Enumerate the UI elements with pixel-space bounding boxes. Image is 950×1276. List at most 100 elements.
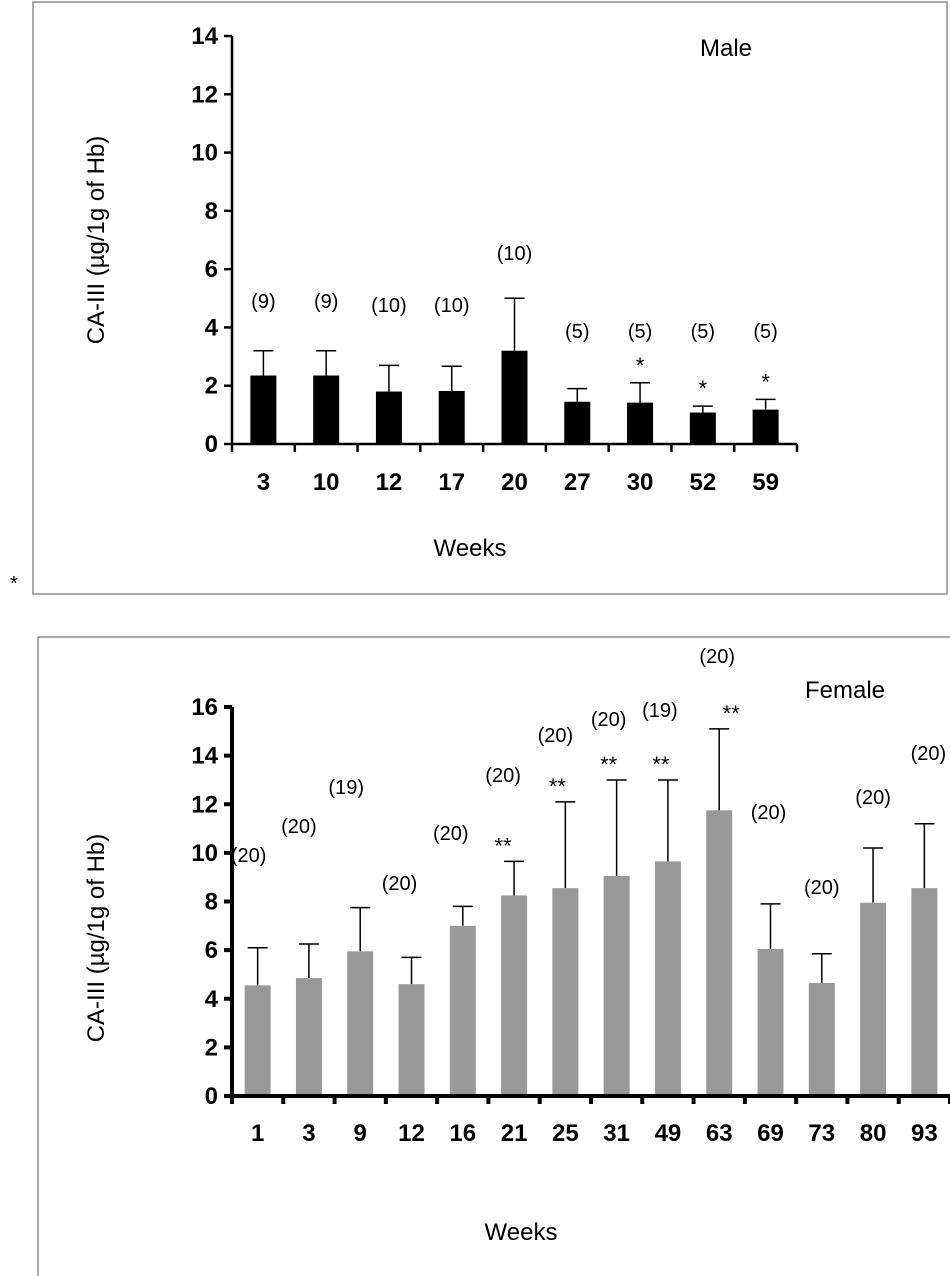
bar-3 — [250, 375, 277, 444]
significance-marker: * — [699, 376, 708, 401]
bar-9 — [347, 951, 374, 1096]
significance-marker: ** — [652, 752, 670, 777]
significance-marker: ** — [495, 833, 513, 858]
stray-asterisk: * — [10, 573, 18, 595]
y-axis-title: CA-III (µg/1g of Hb) — [83, 136, 110, 345]
sample-size-label: (20) — [433, 823, 469, 845]
female-panel-frame — [37, 636, 950, 1276]
sample-size-label: (20) — [804, 877, 840, 899]
sample-size-label: (10) — [434, 295, 470, 317]
x-tick-label: 93 — [911, 1120, 938, 1147]
y-tick-label: 4 — [205, 314, 219, 341]
x-tick-label: 30 — [627, 469, 654, 496]
significance-marker: * — [761, 369, 770, 394]
sample-size-label: (20) — [591, 709, 627, 731]
male-panel-frame — [32, 1, 948, 595]
x-tick-label: 49 — [655, 1120, 682, 1147]
bar-30 — [627, 402, 654, 444]
sample-size-label: (9) — [251, 291, 275, 313]
bar-80 — [860, 902, 887, 1096]
y-tick-label: 6 — [205, 256, 218, 283]
x-tick-label: 27 — [564, 469, 591, 496]
bar-52 — [689, 412, 716, 444]
x-tick-label: 12 — [376, 469, 403, 496]
sample-size-label: (20) — [911, 743, 947, 765]
x-tick-label: 73 — [808, 1120, 835, 1147]
bar-20 — [501, 350, 528, 444]
bar-12 — [375, 391, 402, 444]
x-tick-label: 3 — [302, 1120, 315, 1147]
bar-21 — [501, 895, 528, 1096]
y-tick-label: 0 — [205, 1083, 218, 1110]
x-tick-label: 69 — [757, 1120, 784, 1147]
y-tick-label: 8 — [205, 198, 218, 225]
bar-1 — [244, 985, 271, 1096]
bar-63 — [706, 810, 733, 1096]
y-tick-label: 10 — [191, 840, 218, 867]
y-tick-label: 10 — [191, 140, 218, 167]
y-axis-title: CA-III (µg/1g of Hb) — [83, 834, 110, 1043]
x-tick-label: 16 — [449, 1120, 476, 1147]
bar-31 — [603, 875, 630, 1096]
sample-size-label: (20) — [699, 646, 735, 668]
bar-25 — [552, 888, 579, 1096]
bar-27 — [564, 401, 591, 444]
y-tick-label: 14 — [191, 23, 218, 50]
y-tick-label: 2 — [205, 373, 218, 400]
x-tick-label: 3 — [257, 469, 270, 496]
bar-49 — [654, 861, 681, 1096]
x-tick-label: 31 — [603, 1120, 630, 1147]
sample-size-label: (20) — [281, 816, 317, 838]
significance-marker: ** — [549, 774, 567, 799]
bar-69 — [757, 948, 784, 1096]
sample-size-label: (19) — [642, 700, 678, 722]
x-tick-label: 52 — [689, 469, 716, 496]
bar-12 — [398, 984, 425, 1096]
y-tick-label: 12 — [191, 791, 218, 818]
sample-size-label: (5) — [691, 321, 715, 343]
y-tick-label: 6 — [205, 937, 218, 964]
bar-17 — [438, 390, 465, 444]
male-chart: 0 2 4 6 8 10 12 14 3 (9) 10 (9) 12 (10) 17 (10) 20 (10) 27… — [83, 23, 799, 562]
sample-size-label: (20) — [751, 802, 787, 824]
bar-59 — [752, 409, 779, 444]
legend-label: Female — [805, 677, 885, 704]
x-tick-label: 20 — [501, 469, 528, 496]
sample-size-label: (20) — [538, 725, 574, 747]
y-tick-label: 2 — [205, 1034, 218, 1061]
sample-size-label: (10) — [371, 295, 407, 317]
y-tick-label: 16 — [191, 694, 218, 721]
y-tick-label: 12 — [191, 81, 218, 108]
y-tick-label: 14 — [191, 743, 218, 770]
sample-size-label: (10) — [497, 243, 533, 265]
bar-73 — [808, 982, 835, 1096]
x-tick-label: 9 — [354, 1120, 367, 1147]
bar-93 — [911, 888, 938, 1096]
bar-10 — [313, 375, 340, 444]
x-tick-label: 21 — [501, 1120, 528, 1147]
significance-marker: * — [636, 353, 645, 378]
female-chart: 0 2 4 6 8 10 12 14 16 1 (20) 3 (20) 9 (19) 12 (20) 16 (20)… — [83, 646, 950, 1246]
y-tick-label: 0 — [205, 431, 218, 458]
sample-size-label: (5) — [628, 321, 652, 343]
x-axis-title: Weeks — [434, 535, 507, 562]
x-tick-label: 10 — [313, 469, 340, 496]
x-tick-label: 63 — [706, 1120, 733, 1147]
x-tick-label: 17 — [438, 469, 465, 496]
sample-size-label: (9) — [314, 291, 338, 313]
sample-size-label: (20) — [485, 765, 521, 787]
x-tick-label: 12 — [398, 1120, 425, 1147]
bar-16 — [449, 925, 476, 1096]
x-tick-label: 1 — [251, 1120, 264, 1147]
sample-size-label: (5) — [565, 321, 589, 343]
y-tick-label: 8 — [205, 889, 218, 916]
significance-marker: ** — [723, 701, 741, 726]
x-tick-label: 80 — [860, 1120, 887, 1147]
sample-size-label: (20) — [231, 845, 267, 867]
y-tick-label: 4 — [205, 986, 219, 1013]
x-tick-label: 59 — [752, 469, 779, 496]
sample-size-label: (19) — [328, 777, 364, 799]
sample-size-label: (20) — [855, 787, 891, 809]
legend-label: Male — [700, 35, 752, 62]
